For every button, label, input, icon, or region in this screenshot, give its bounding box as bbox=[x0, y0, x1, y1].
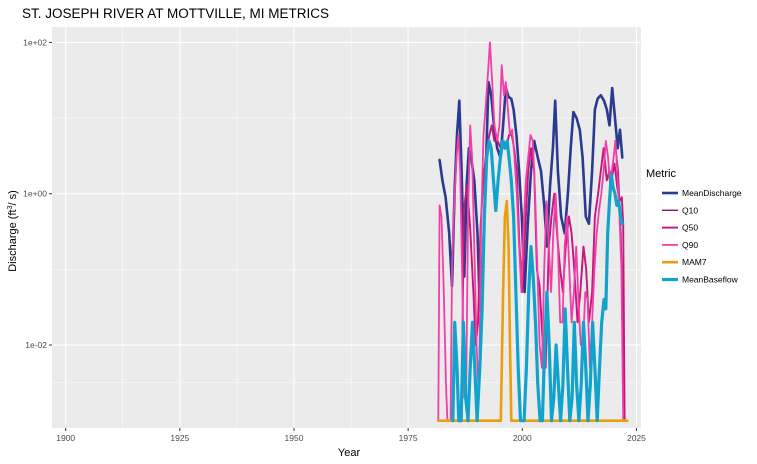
legend-label-meandischarge: MeanDischarge bbox=[682, 188, 742, 198]
legend-label-mam7: MAM7 bbox=[682, 257, 707, 267]
series-group bbox=[437, 41, 629, 423]
y-axis-title: Discharge (ft3/ s) bbox=[7, 190, 19, 272]
series-line-meanbaseflow bbox=[451, 139, 624, 423]
legend: MeanDischarge Q10 Q50 Q90 MAM7 MeanBaseflow bbox=[662, 188, 742, 285]
series-line-meandischarge bbox=[438, 80, 624, 311]
series-line-q90 bbox=[437, 41, 625, 422]
legend-label-q10: Q10 bbox=[682, 205, 698, 215]
y-tick-label: 1e-02 bbox=[25, 340, 47, 350]
y-tick-label: 1e+02 bbox=[23, 37, 47, 47]
chart-title: ST. JOSEPH RIVER AT MOTTVILLE, MI METRIC… bbox=[22, 6, 329, 21]
x-tick-label: 1975 bbox=[399, 433, 418, 443]
y-axis: 1e-02 1e+00 1e+02 bbox=[23, 37, 52, 350]
x-tick-label: 1950 bbox=[285, 433, 304, 443]
plot-panel bbox=[52, 27, 641, 428]
x-axis-title: Year bbox=[338, 447, 361, 459]
legend-label-q90: Q90 bbox=[682, 240, 698, 250]
series-line-mam7 bbox=[437, 199, 629, 422]
x-tick-label: 2025 bbox=[627, 433, 646, 443]
y-tick-label: 1e+00 bbox=[23, 189, 47, 199]
legend-label-q50: Q50 bbox=[682, 223, 698, 233]
x-tick-label: 1900 bbox=[56, 433, 75, 443]
x-tick-label: 1925 bbox=[170, 433, 189, 443]
legend-label-meanbaseflow: MeanBaseflow bbox=[682, 275, 739, 285]
legend-title: Metric bbox=[646, 168, 676, 180]
x-axis: 1900 1925 1950 1975 2000 2025 bbox=[56, 428, 646, 443]
x-tick-label: 2000 bbox=[513, 433, 532, 443]
